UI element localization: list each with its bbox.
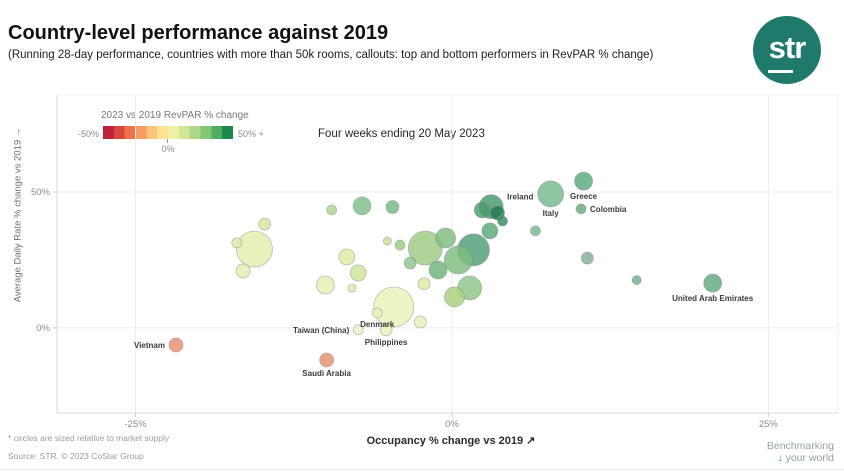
benchmarking-logo: Benchmarking ↓ your world xyxy=(766,440,834,464)
str-logo-text: str xyxy=(768,30,807,65)
bubble-united-arab-emirates[interactable] xyxy=(703,273,723,293)
callout-label: Saudi Arabia xyxy=(302,369,351,378)
data-bubble[interactable] xyxy=(443,245,473,275)
data-bubble[interactable] xyxy=(349,264,367,282)
legend-min-label: -50% xyxy=(77,129,99,139)
data-bubble[interactable] xyxy=(385,200,400,214)
callout-label: Italy xyxy=(543,209,560,218)
page-title: Country-level performance against 2019 xyxy=(8,22,389,44)
callout-label: Denmark xyxy=(360,320,395,329)
callout-label: Ireland xyxy=(507,193,533,202)
str-logo: str xyxy=(753,16,821,84)
x-axis-title: Occupancy % change vs 2019 ↗ xyxy=(366,435,536,447)
callout-label: Philippines xyxy=(365,338,408,347)
data-bubble[interactable] xyxy=(580,251,594,265)
brand-line2: ↓ your world xyxy=(777,451,834,464)
x-tick-label: 0% xyxy=(445,419,459,430)
x-tick-label: 25% xyxy=(759,419,779,430)
callout-label: United Arab Emirates xyxy=(672,294,754,303)
data-bubble[interactable] xyxy=(394,239,406,251)
y-axis-title: Average Daily Rate % change vs 2019 → xyxy=(12,127,24,303)
callout-label: Greece xyxy=(570,192,598,201)
bubble-denmark[interactable] xyxy=(371,307,383,319)
data-bubble[interactable] xyxy=(481,222,499,240)
data-bubble[interactable] xyxy=(258,217,271,231)
legend-mid-label: 0% xyxy=(161,144,175,154)
x-tick-label: -25% xyxy=(124,419,147,430)
bubble-saudi-arabia[interactable] xyxy=(319,352,335,368)
bottom-divider xyxy=(0,469,844,470)
data-bubble[interactable] xyxy=(403,256,417,270)
down-arrow-icon: ↓ xyxy=(777,452,783,464)
data-bubble[interactable] xyxy=(235,263,251,279)
bubble-vietnam[interactable] xyxy=(168,337,184,353)
size-footnote: * circles are sized relative to market s… xyxy=(8,433,170,443)
data-bubble[interactable] xyxy=(428,260,448,280)
brand-line1: Benchmarking xyxy=(766,440,834,452)
legend-max-label: 50% + xyxy=(238,129,264,139)
data-bubble[interactable] xyxy=(473,201,491,219)
page-subtitle: (Running 28-day performance, countries w… xyxy=(8,49,654,61)
callout-label: Taiwan (China) xyxy=(293,326,350,335)
data-bubble[interactable] xyxy=(315,275,335,295)
source-note: Source: STR. © 2023 CoStar Group xyxy=(8,451,144,461)
str-logo-underline xyxy=(768,70,793,73)
y-tick-label: 0% xyxy=(36,323,50,334)
data-bubble[interactable] xyxy=(631,275,642,285)
data-bubble[interactable] xyxy=(413,315,427,329)
bubble-italy[interactable] xyxy=(537,180,565,208)
data-bubble[interactable] xyxy=(530,225,541,237)
data-bubble[interactable] xyxy=(417,277,431,291)
bubble-colombia[interactable] xyxy=(575,203,587,215)
y-tick-label: 50% xyxy=(31,187,51,198)
bubble-greece[interactable] xyxy=(574,171,593,191)
data-bubble[interactable] xyxy=(352,196,372,216)
data-bubble[interactable] xyxy=(231,237,243,249)
data-bubble[interactable] xyxy=(407,230,443,266)
data-bubble[interactable] xyxy=(435,227,457,249)
data-bubble[interactable] xyxy=(236,230,273,268)
data-bubble[interactable] xyxy=(444,286,465,308)
period-annotation: Four weeks ending 20 May 2023 xyxy=(318,128,485,140)
data-bubble[interactable] xyxy=(326,204,338,216)
legend-zero-tick xyxy=(167,139,168,143)
data-bubble[interactable] xyxy=(373,286,415,328)
data-bubble[interactable] xyxy=(382,236,392,246)
callout-label: Colombia xyxy=(590,205,627,214)
bubble-philippines[interactable] xyxy=(379,323,393,337)
callout-label: Vietnam xyxy=(134,341,165,350)
color-legend-title: 2023 vs 2019 RevPAR % change xyxy=(101,110,249,121)
data-bubble[interactable] xyxy=(497,215,508,227)
bubble-taiwan-china[interactable] xyxy=(352,324,364,336)
data-bubble[interactable] xyxy=(347,283,357,293)
data-bubble[interactable] xyxy=(338,248,356,266)
